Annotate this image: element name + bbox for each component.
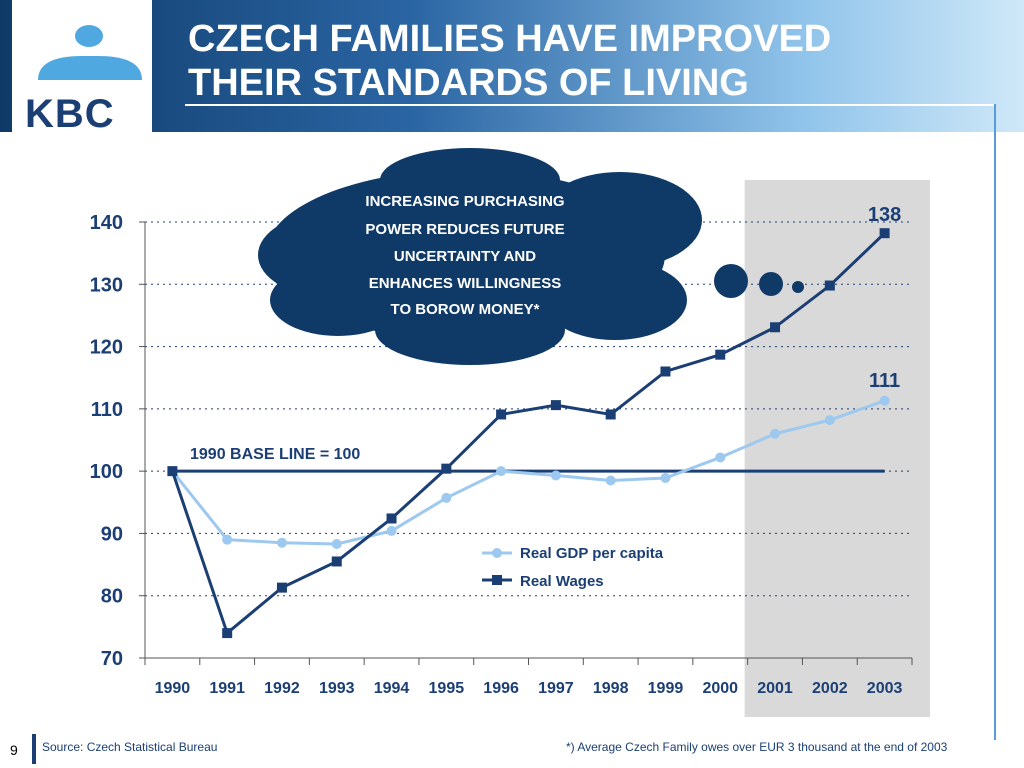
gdp-point: [605, 475, 616, 486]
legend: Real GDP per capita Real Wages: [482, 545, 664, 590]
callout-line: UNCERTAINTY AND: [394, 248, 536, 265]
footnote: *) Average Czech Family owes over EUR 3 …: [566, 740, 948, 754]
legend-wages-label: Real Wages: [520, 573, 604, 590]
wages-point: [605, 409, 616, 420]
title-underline: [185, 104, 996, 106]
x-tick-label: 1991: [209, 680, 245, 697]
wages-point: [222, 628, 233, 639]
callout-text: INCREASING PURCHASING POWER REDUCES FUTU…: [365, 193, 564, 318]
gdp-point: [386, 525, 397, 536]
frame-right-line: [994, 104, 996, 740]
wages-point: [715, 349, 726, 360]
y-tick-label: 110: [91, 399, 123, 421]
gdp-point: [770, 428, 781, 439]
y-tick-label: 100: [90, 461, 123, 483]
title-line-2: THEIR STANDARDS OF LIVING: [188, 62, 749, 104]
gdp-point: [824, 415, 835, 426]
gdp-point: [496, 466, 507, 477]
x-tick-label: 1993: [319, 680, 355, 697]
x-tick-label: 1998: [593, 680, 629, 697]
wages-point: [331, 556, 342, 567]
wages-point: [386, 513, 397, 524]
thought-bubble-small: [792, 281, 804, 293]
gdp-point: [879, 395, 890, 406]
logo-text: KBC: [25, 92, 115, 136]
wages-point: [276, 582, 287, 593]
wages-point: [496, 409, 507, 420]
gdp-end-label: 111: [869, 370, 900, 392]
y-tick-labels: 70 80 90 100 110 120 130 140: [90, 212, 123, 670]
page-title: CZECH FAMILIES HAVE IMPROVED THEIR STAND…: [188, 17, 978, 105]
series-line-wages: [170, 232, 886, 636]
callout-line: ENHANCES WILLINGNESS: [369, 275, 562, 292]
x-tick-label: 1990: [155, 680, 191, 697]
y-tick-label: 130: [90, 274, 123, 296]
y-tick-label: 120: [90, 337, 123, 359]
source-note: Source: Czech Statistical Bureau: [42, 740, 218, 754]
gdp-point: [660, 472, 671, 483]
y-tick-label: 140: [90, 212, 123, 234]
x-tick-label: 1994: [374, 680, 410, 697]
thought-bubble-large: [714, 264, 748, 298]
y-tick-label: 70: [101, 648, 123, 670]
wages-point: [441, 463, 452, 474]
axes: [139, 221, 913, 665]
gdp-point: [715, 452, 726, 463]
title-line-1: CZECH FAMILIES HAVE IMPROVED: [188, 18, 832, 60]
wages-end-label: 138: [868, 204, 901, 226]
callout-line: TO BOROW MONEY*: [391, 301, 540, 318]
gdp-point: [331, 539, 342, 550]
x-tick-label: 1997: [538, 680, 574, 697]
wages-point: [770, 322, 781, 333]
legend-wages-marker: [492, 575, 502, 585]
x-tick-label: 2002: [812, 680, 848, 697]
thought-bubble-medium: [759, 272, 783, 296]
kbc-logo: [12, 0, 152, 132]
gdp-point: [441, 492, 452, 503]
page-number: 9: [10, 742, 18, 758]
wages-point: [879, 228, 890, 239]
legend-gdp-label: Real GDP per capita: [520, 545, 664, 562]
gdp-point: [276, 537, 287, 548]
y-tick-label: 90: [101, 523, 123, 545]
gdp-point: [222, 534, 233, 545]
x-tick-label: 1992: [264, 680, 300, 697]
wages-point: [167, 466, 178, 477]
wages-point: [550, 400, 561, 411]
header-banner: [0, 0, 1024, 132]
baseline-label: 1990 BASE LINE = 100: [190, 446, 360, 463]
x-tick-label: 2000: [702, 680, 738, 697]
x-tick-label: 2003: [867, 680, 903, 697]
callout-cloud: [258, 148, 702, 365]
footer-accent-bar: [32, 734, 36, 764]
series-line-gdp: [171, 399, 886, 546]
x-tick-label: 1996: [483, 680, 519, 697]
highlight-region: [744, 180, 930, 717]
series-group: [167, 228, 890, 639]
wages-point: [824, 280, 835, 291]
x-tick-label: 1999: [648, 680, 684, 697]
x-tick-label: 2001: [757, 680, 793, 697]
gdp-point: [550, 470, 561, 481]
callout-line: POWER REDUCES FUTURE: [365, 221, 564, 238]
kbc-logo-icon: [38, 25, 142, 80]
wages-point: [660, 366, 671, 377]
x-tick-label: 1995: [429, 680, 465, 697]
legend-gdp-marker: [492, 548, 502, 558]
y-tick-label: 80: [101, 586, 123, 608]
x-tick-labels: 1990 1991 1992 1993 1994 1995 1996 1997 1998 1999…: [155, 680, 903, 697]
callout-line: INCREASING PURCHASING: [365, 193, 564, 210]
